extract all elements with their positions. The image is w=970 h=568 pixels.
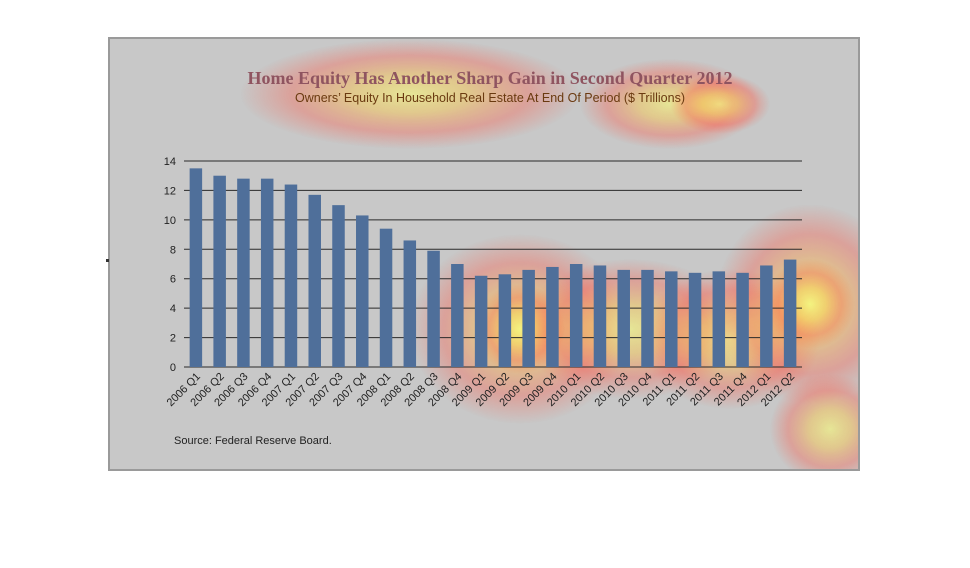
bar-2007-q4 bbox=[356, 215, 369, 367]
y-tick-label: 6 bbox=[170, 274, 176, 286]
bar-2006-q1 bbox=[189, 168, 203, 367]
chart-subtitle: Owners’ Equity In Household Real Estate … bbox=[295, 91, 685, 105]
y-tick-label: 10 bbox=[164, 215, 176, 227]
y-tick-label: 4 bbox=[170, 303, 176, 315]
bar-2011-q3 bbox=[712, 271, 726, 367]
bar-2008-q4 bbox=[451, 264, 464, 367]
bar-2011-q1 bbox=[665, 271, 678, 367]
bar-chart: Home Equity Has Another Sharp Gain in Se… bbox=[164, 68, 802, 447]
bar-2006-q3 bbox=[237, 178, 250, 367]
y-tick-label: 12 bbox=[164, 185, 176, 197]
bar-2010-q1 bbox=[569, 264, 583, 367]
bar-2010-q4 bbox=[641, 269, 654, 367]
bar-2009-q1 bbox=[474, 275, 488, 367]
bar-2008-q3 bbox=[427, 250, 440, 367]
bar-2011-q2 bbox=[688, 272, 702, 367]
attention-heatmap-overlay bbox=[110, 39, 858, 469]
bar-2009-q3 bbox=[522, 269, 535, 367]
bar-2007-q2 bbox=[308, 194, 321, 367]
bar-2012-q2 bbox=[783, 259, 797, 367]
edge-marker bbox=[106, 259, 109, 262]
y-tick-label: 2 bbox=[170, 333, 176, 345]
chart-panel: Home Equity Has Another Sharp Gain in Se… bbox=[108, 37, 860, 471]
bar-2009-q4 bbox=[546, 266, 559, 367]
bar-2011-q4 bbox=[736, 272, 749, 367]
bar-series bbox=[189, 168, 797, 367]
y-tick-label: 0 bbox=[170, 362, 176, 374]
bar-2008-q2 bbox=[403, 240, 417, 367]
bar-2007-q1 bbox=[284, 184, 298, 367]
bar-2010-q3 bbox=[617, 269, 630, 367]
bar-2009-q2 bbox=[498, 274, 512, 367]
y-axis-ticks: 0 2 4 6 8 10 12 14 bbox=[164, 156, 176, 374]
bar-2007-q3 bbox=[332, 205, 345, 367]
bar-2006-q4 bbox=[260, 178, 274, 367]
y-gridlines bbox=[184, 160, 802, 368]
bar-2006-q2 bbox=[213, 175, 226, 367]
y-tick-label: 8 bbox=[170, 244, 176, 256]
bar-2010-q2 bbox=[593, 265, 607, 367]
y-tick-label: 14 bbox=[164, 156, 176, 168]
source-note: Source: Federal Reserve Board. bbox=[174, 435, 332, 447]
chart-title: Home Equity Has Another Sharp Gain in Se… bbox=[248, 68, 733, 88]
bar-2008-q1 bbox=[379, 228, 393, 367]
bar-2012-q1 bbox=[760, 265, 773, 367]
